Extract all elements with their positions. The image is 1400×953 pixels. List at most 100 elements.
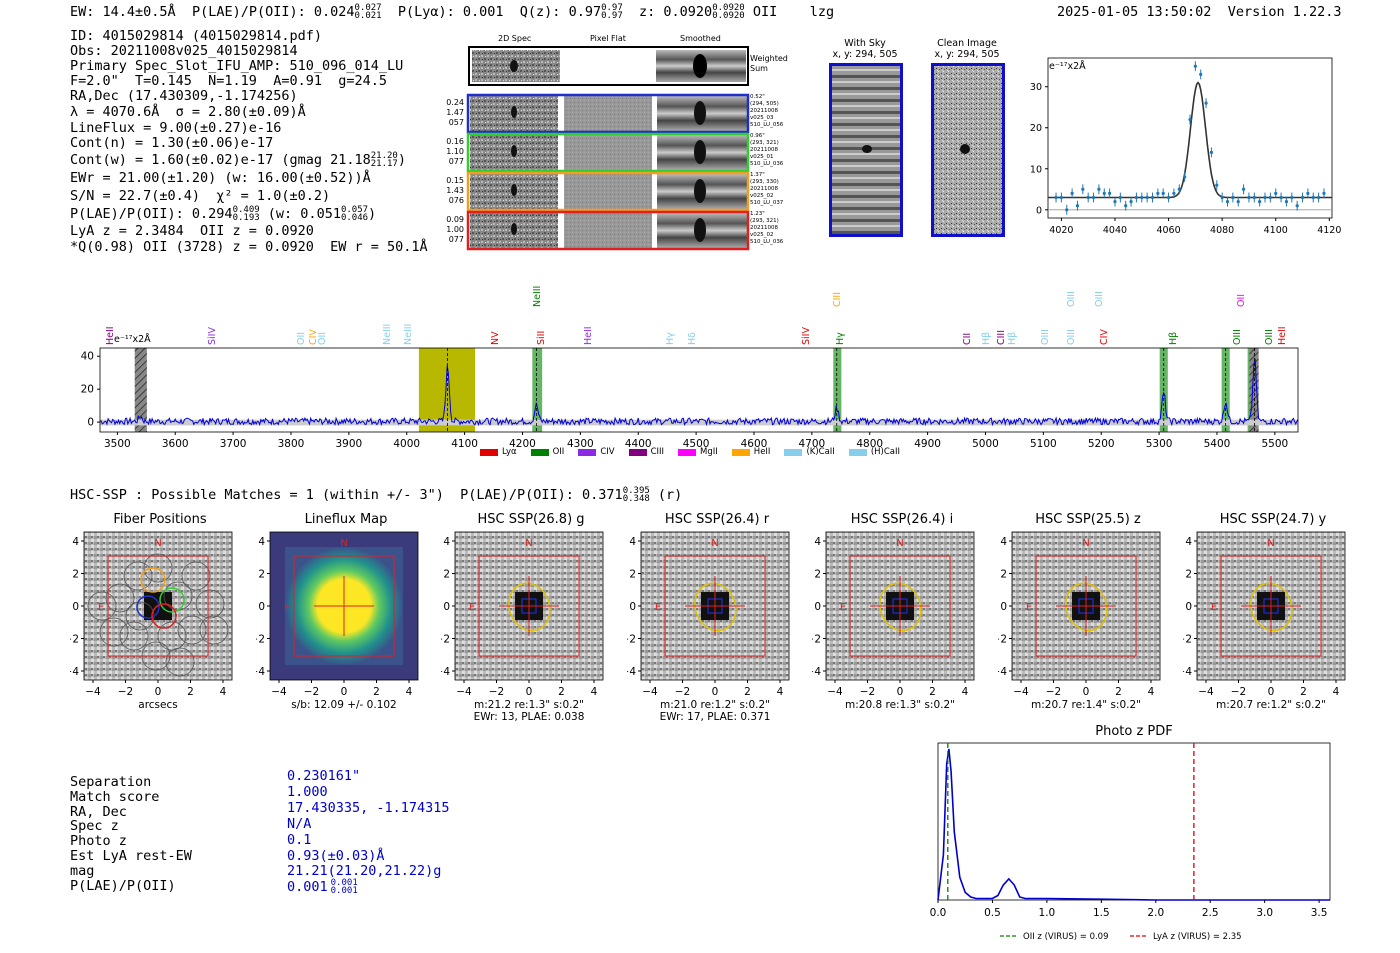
photoz-frame — [937, 742, 1331, 901]
fiber-circle — [99, 617, 129, 647]
zoom-xtick-label: 4120 — [1317, 225, 1341, 236]
search-box — [664, 555, 766, 657]
source-ellipse — [508, 582, 551, 632]
fiber-smoothed-source — [694, 140, 706, 164]
legend-swatch — [480, 448, 498, 456]
hsc-xtick-label: −2 — [1046, 686, 1061, 698]
spectrum-line-id: NV — [490, 331, 501, 345]
legend-label: (K)CaII — [806, 447, 835, 457]
zoom-ytick-label: 20 — [1030, 123, 1042, 134]
legend-label: Lyα — [502, 447, 517, 457]
photoz-xtick-label: 2.5 — [1202, 907, 1219, 919]
fiber-circle — [87, 591, 117, 621]
hsc-xtick-label: 0 — [155, 686, 162, 698]
zoom-point — [1300, 195, 1305, 200]
zoom-point — [1097, 187, 1101, 191]
fiber-circle — [157, 621, 187, 651]
fiber-green — [159, 587, 185, 613]
fiber-circle — [119, 621, 149, 651]
hsc-ytick-label: 2 — [1000, 569, 1007, 581]
zoom-point — [1284, 199, 1289, 204]
search-box — [1035, 555, 1137, 657]
hsc-ytick-label: 4 — [629, 536, 636, 548]
hsc-xtick-label: 4 — [591, 686, 598, 698]
north-label: N — [340, 538, 347, 549]
spectrum-line-id: NeIII — [382, 324, 393, 345]
hsc-ytick-label: −4 — [998, 666, 1007, 678]
info-contw: Cont(w) = 1.60(±0.02)e-17 (gmag 21.1821.… — [70, 151, 406, 169]
hsc-ytick-label: 2 — [814, 569, 821, 581]
match-value: 17.430335, -1.174315 — [287, 799, 450, 816]
spectrum-legend: Lyα OII CIV CIII MgII HeII (K)CaII (H)CaII — [480, 447, 900, 457]
spectrum-line-window — [833, 348, 842, 432]
spectrum-line-id: Hγ — [665, 332, 676, 345]
hsc-ytick-label: 2 — [443, 569, 450, 581]
zoom-point — [1258, 199, 1262, 204]
spectrum-xtick-label: 4400 — [625, 438, 652, 450]
legend-label: CIV — [600, 447, 615, 457]
source-ellipse — [1250, 582, 1293, 632]
zoom-point — [1172, 191, 1176, 195]
hsc-image: N E 4 2 0 −2 −4 −4 −2 0 2 4 arcsecs — [70, 531, 233, 711]
hsc-ytick-label: −2 — [998, 634, 1007, 646]
zoom-fit-curve — [1048, 81, 1332, 199]
match-value: 21.21(21.20,21.22)g — [287, 863, 442, 880]
spectrum-line-id: HeII — [105, 326, 116, 345]
photoz-legend-label: OII z (VIRUS) = 0.09 — [1023, 932, 1109, 942]
hsc-xtick-label: −2 — [1231, 686, 1246, 698]
fiber-right-label: 0.52" (294, 505) 20211008 v025_03 510_LU_056 — [750, 94, 784, 128]
legend-label: (H)CaII — [870, 447, 900, 457]
east-label: E — [655, 602, 661, 613]
zoom-point — [1311, 195, 1315, 200]
legend-swatch — [678, 448, 697, 456]
spectrum-line-id: NeIII — [403, 324, 414, 345]
hsc-xtick-label: 2 — [1115, 686, 1122, 698]
fiber-circle — [177, 615, 207, 645]
hsc-ytick-label: 2 — [629, 569, 636, 581]
hsc-xtick-label: 0 — [341, 686, 348, 698]
spectrum-xtick-label: 3500 — [104, 438, 131, 450]
zoom-point — [1156, 191, 1160, 195]
fiber-circle — [123, 561, 153, 591]
match-label: Separation — [70, 774, 152, 790]
spectrum-line-id: SiIV — [207, 327, 218, 345]
cutout-col-pixelflat: Pixel Flat — [590, 34, 626, 43]
hsc-panel-title: HSC SSP(26.8) g — [477, 512, 585, 527]
weighted-smoothed-source — [693, 54, 707, 78]
fiber-pixelflat — [564, 174, 652, 209]
zoom-chart: 0 10 20 30 4020 4040 4060 4080 4100 4120 — [1030, 57, 1341, 236]
hsc-ytick-label: −2 — [256, 634, 265, 646]
info-obs: Obs: 20211008v025_4015029814 — [70, 43, 298, 59]
east-label: E — [98, 602, 104, 613]
spectrum-xtick-label: 5400 — [1204, 438, 1231, 450]
north-label: N — [1267, 538, 1274, 549]
hsc-ytick-label: 4 — [1185, 536, 1192, 548]
spectrum-xtick-label: 4900 — [914, 438, 941, 450]
photoz-xtick-label: 2.0 — [1147, 907, 1164, 919]
spectrum-xtick-label: 4600 — [741, 438, 768, 450]
zoom-point — [1102, 191, 1106, 195]
hsc-panel: HSC SSP(26.8) g N E 4 2 0 −2 −4 −4 −2 0 2 4 m:21.2 r… — [441, 512, 621, 722]
zoom-point — [1231, 195, 1235, 200]
hsc-panel: Lineflux Map N E 4 2 0 −2 −4 −4 −2 0 2 4 s/b: 12.09 … — [256, 512, 436, 722]
spectrum-line-id: Hβ — [1168, 332, 1179, 345]
zoom-point — [1220, 195, 1224, 200]
spectrum-xtick-label: 5300 — [1146, 438, 1173, 450]
hsc-xtick-label: 4 — [777, 686, 784, 698]
photoz-curve — [937, 748, 1330, 901]
spectrum-line-id: Hγ — [835, 332, 846, 345]
hsc-caption: m:20.8 re:1.3" s:0.2" — [845, 699, 955, 711]
hsc-ytick-label: 4 — [814, 536, 821, 548]
spectrum-line-id: OIII — [1232, 329, 1243, 345]
hsc-ytick-label: 0 — [629, 601, 636, 613]
zoom-point — [1215, 183, 1219, 187]
zoom-point — [1070, 191, 1074, 195]
zoom-xtick-label: 4100 — [1264, 225, 1288, 236]
east-label: E — [469, 602, 475, 613]
hsc-title: HSC-SSP : Possible Matches = 1 (within +… — [70, 486, 683, 504]
east-label: E — [284, 602, 290, 613]
zoom-point — [1225, 199, 1230, 204]
spectrum-line-id: OII — [1236, 294, 1247, 307]
hsc-xtick-label: 2 — [558, 686, 565, 698]
hsc-xtick-label: 2 — [744, 686, 751, 698]
